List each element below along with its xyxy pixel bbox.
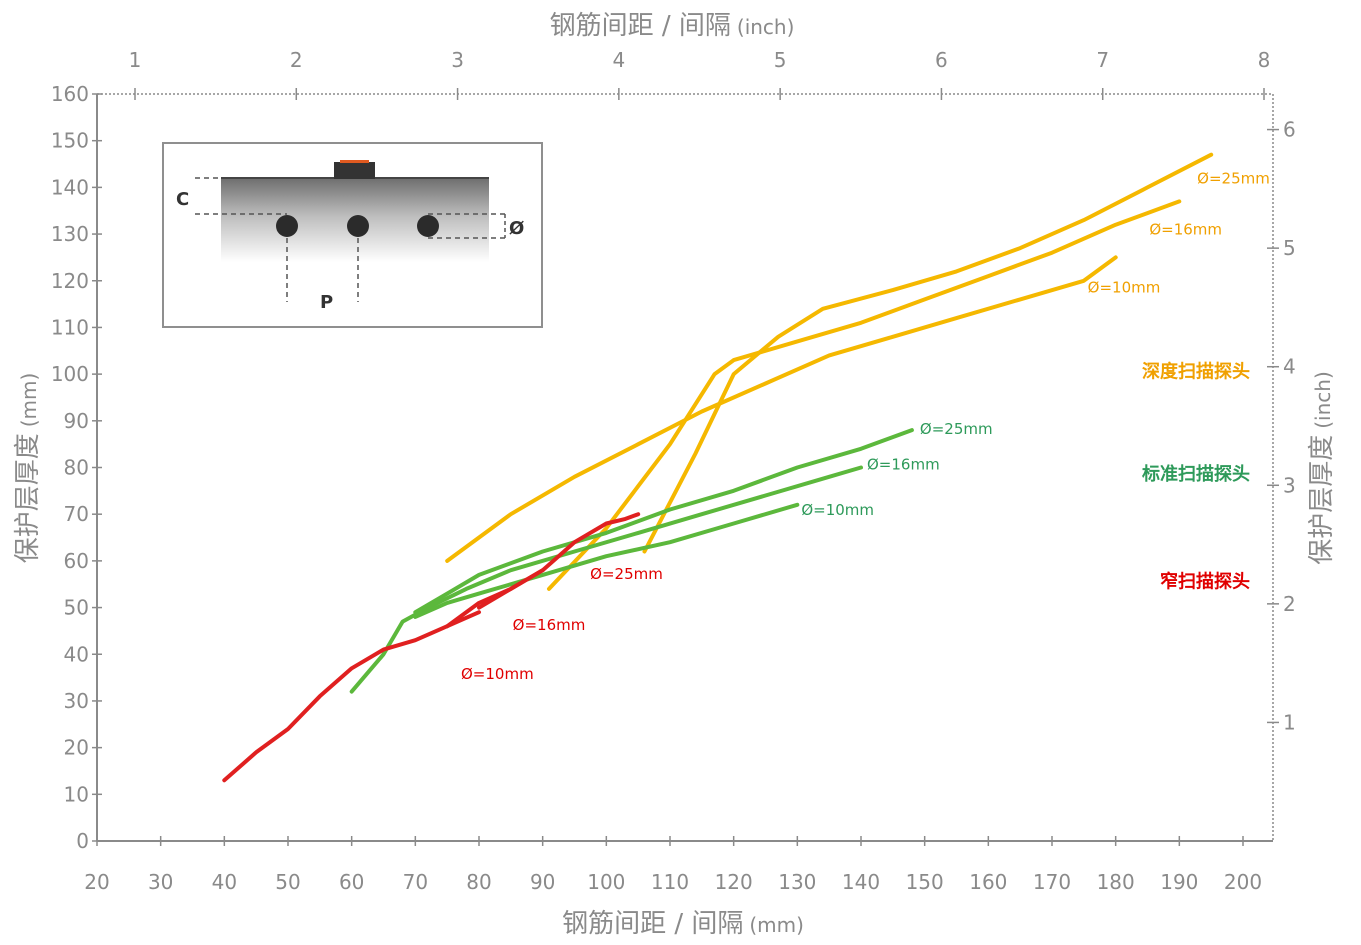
bottom-tick-label: 170 xyxy=(1033,870,1071,894)
inset-cover-label: C xyxy=(176,189,189,210)
left-axis-title: 保护层厚度(mm) xyxy=(13,373,43,564)
series-label: Ø=16mm xyxy=(867,456,940,474)
series-line xyxy=(445,255,1118,563)
left-tick-label: 70 xyxy=(64,502,89,526)
right-tick-label: 1 xyxy=(1283,710,1296,734)
probe-label: 深度扫描探头 xyxy=(1142,360,1250,382)
series-line xyxy=(349,465,863,694)
bottom-tick-label: 100 xyxy=(587,870,625,894)
bottom-tick-label: 150 xyxy=(906,870,944,894)
right-tick-label: 5 xyxy=(1283,236,1296,260)
bottom-tick-label: 110 xyxy=(651,870,689,894)
right-tick-label: 3 xyxy=(1283,473,1296,497)
series-label: Ø=10mm xyxy=(461,665,534,683)
series-label: Ø=16mm xyxy=(513,616,586,634)
bottom-tick-label: 180 xyxy=(1097,870,1135,894)
left-tick-label: 150 xyxy=(51,129,89,153)
top-tick-label: 5 xyxy=(774,48,787,72)
bottom-tick-label: 120 xyxy=(715,870,753,894)
bottom-tick-label: 160 xyxy=(969,870,1007,894)
right-axis-title: 保护层厚度(inch) xyxy=(1307,371,1337,565)
top-tick-label: 1 xyxy=(129,48,142,72)
left-tick-label: 40 xyxy=(64,642,89,666)
bottom-tick-label: 140 xyxy=(842,870,880,894)
series-line xyxy=(547,199,1182,591)
left-tick-label: 80 xyxy=(64,456,89,480)
left-tick-label: 120 xyxy=(51,269,89,293)
top-tick-label: 6 xyxy=(935,48,948,72)
top-tick-label: 8 xyxy=(1258,48,1271,72)
rebar-diagram-inset: C Ø P xyxy=(162,142,543,328)
bottom-tick-label: 60 xyxy=(339,870,364,894)
left-tick-label: 160 xyxy=(51,82,89,106)
bottom-tick-label: 130 xyxy=(778,870,816,894)
series-label: Ø=25mm xyxy=(590,565,663,583)
right-tick-label: 2 xyxy=(1283,592,1296,616)
top-tick-label: 7 xyxy=(1096,48,1109,72)
series-line xyxy=(445,568,545,629)
left-tick-label: 110 xyxy=(51,315,89,339)
right-tick-label: 6 xyxy=(1283,118,1296,142)
bottom-axis-title: 钢筋间距 / 间隔 (mm) xyxy=(562,909,804,939)
rebar-circle xyxy=(417,215,439,237)
series-label: Ø=25mm xyxy=(1197,170,1270,188)
left-tick-label: 0 xyxy=(76,829,89,853)
left-tick-label: 130 xyxy=(51,222,89,246)
left-tick-label: 90 xyxy=(64,409,89,433)
left-tick-label: 30 xyxy=(64,689,89,713)
probe-label: 窄扫描探头 xyxy=(1160,571,1250,593)
series-line xyxy=(642,152,1214,554)
series-layer xyxy=(222,152,1214,783)
top-tick-label: 3 xyxy=(451,48,464,72)
series-line xyxy=(413,428,914,615)
probe-head-marker xyxy=(340,160,369,163)
rebar-circle xyxy=(276,215,298,237)
bottom-tick-label: 50 xyxy=(275,870,300,894)
probe-head-shape xyxy=(334,162,375,179)
left-tick-label: 20 xyxy=(64,736,89,760)
bottom-tick-label: 20 xyxy=(84,870,109,894)
bottom-tick-label: 90 xyxy=(530,870,555,894)
bottom-tick-label: 190 xyxy=(1160,870,1198,894)
labels-layer: Ø=25mm Ø=16mm Ø=10mm Ø=25mm Ø=16mm Ø=10mm Ø=25… xyxy=(461,170,1270,684)
bottom-tick-label: 40 xyxy=(212,870,237,894)
inset-pitch-label: P xyxy=(320,292,333,313)
bottom-tick-label: 80 xyxy=(466,870,491,894)
left-tick-label: 10 xyxy=(64,782,89,806)
top-tick-label: 4 xyxy=(612,48,625,72)
left-tick-label: 50 xyxy=(64,596,89,620)
top-tick-label: 2 xyxy=(290,48,303,72)
left-tick-label: 60 xyxy=(64,549,89,573)
series-line xyxy=(222,610,481,783)
right-tick-label: 4 xyxy=(1283,355,1296,379)
series-label: Ø=25mm xyxy=(920,420,993,438)
rebar-circle xyxy=(347,215,369,237)
bottom-tick-label: 70 xyxy=(403,870,428,894)
inset-diameter-label: Ø xyxy=(509,218,524,239)
series-label: Ø=10mm xyxy=(1088,278,1161,296)
top-axis-title: 钢筋间距 / 间隔 (inch) xyxy=(550,11,795,41)
series-label: Ø=10mm xyxy=(801,501,874,519)
left-tick-label: 100 xyxy=(51,362,89,386)
series-label: Ø=16mm xyxy=(1149,220,1222,238)
axes-layer: 20 30 40 50 60 70 80 90 100 110 120 130 140 150 160 170… xyxy=(51,48,1296,894)
bottom-tick-label: 200 xyxy=(1224,870,1262,894)
series-line xyxy=(413,502,800,619)
probe-label: 标准扫描探头 xyxy=(1141,463,1250,485)
bottom-tick-label: 30 xyxy=(148,870,173,894)
left-tick-label: 140 xyxy=(51,175,89,199)
